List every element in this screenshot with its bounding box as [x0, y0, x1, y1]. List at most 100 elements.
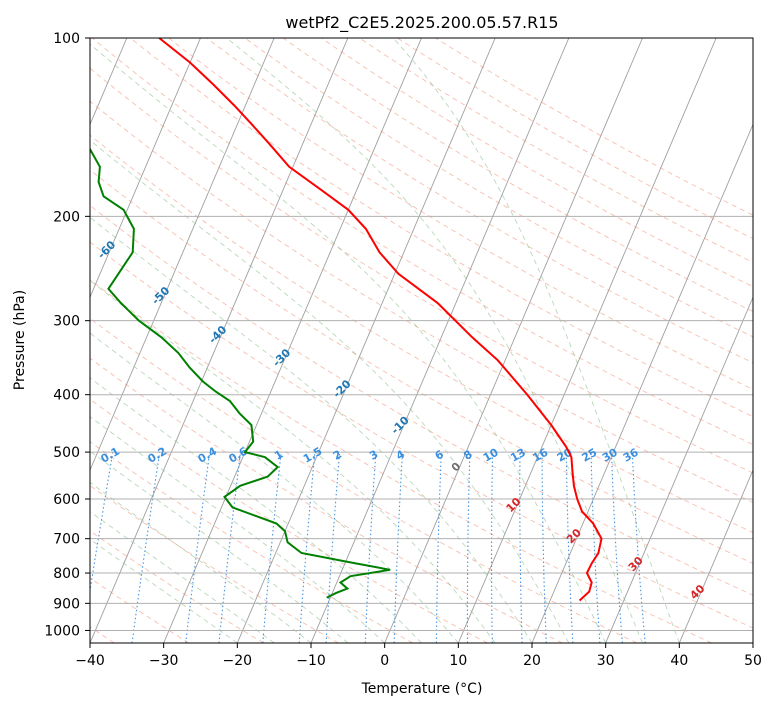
isotherm-label: -30	[270, 346, 293, 369]
x-tick-label: 0	[380, 653, 389, 669]
mixing-ratio-line	[90, 452, 114, 595]
moist-adiabat-line	[90, 139, 570, 643]
moist-adiabat-line	[90, 279, 496, 643]
y-tick-label: 200	[53, 209, 80, 225]
mixing-ratio-label: 36	[621, 446, 641, 465]
y-tick-label: 500	[53, 445, 80, 461]
x-tick-label: 20	[523, 653, 541, 669]
background-lines	[90, 38, 753, 643]
y-tick-label: 400	[53, 388, 80, 404]
moist-adiabat-line	[90, 511, 275, 643]
x-tick-label: −10	[296, 653, 326, 669]
y-tick-label: 800	[53, 566, 80, 582]
dry-adiabat-line	[90, 67, 753, 474]
mixing-ratio-line	[519, 452, 523, 643]
y-tick-label: 1000	[44, 623, 80, 639]
temperature-line	[158, 38, 603, 602]
isotherm-label: 40	[687, 582, 707, 602]
overlay-labels: -100-90-80-70-60-50-40-30-20-10010203040…	[0, 153, 708, 602]
dry-adiabat-line	[206, 38, 753, 364]
y-axis-ticks: 100 200 300 400 500 600 700 800 900 1000	[44, 31, 90, 639]
y-axis-label: Pressure (hPa)	[12, 290, 28, 390]
dry-adiabat-line	[92, 38, 753, 446]
x-tick-label: 50	[744, 653, 762, 669]
dry-adiabat-line	[435, 38, 753, 216]
isotherm-label: -50	[149, 284, 172, 307]
dry-adiabat-line	[90, 204, 753, 596]
dewpoint-line	[90, 147, 391, 599]
isotherm-label: -20	[330, 377, 353, 400]
dry-adiabat-line	[90, 441, 414, 643]
mixing-ratio-label: 25	[579, 446, 599, 465]
dry-adiabat-line	[90, 577, 190, 643]
x-tick-label: −20	[223, 653, 253, 669]
x-tick-label: 40	[670, 653, 688, 669]
isotherm-label: 10	[504, 495, 524, 515]
moist-adiabat-line	[90, 481, 312, 643]
dry-adiabat-line	[90, 530, 264, 643]
mixing-ratio-label: 1	[272, 448, 285, 463]
isotherm-line	[678, 468, 753, 643]
dry-adiabat-line	[90, 169, 753, 564]
moist-adiabat-line	[226, 38, 643, 643]
mixing-ratio-label: 16	[530, 446, 550, 465]
dry-adiabat-line	[359, 38, 753, 263]
dry-adiabat-line	[90, 357, 563, 643]
moist-adiabat-line	[90, 377, 422, 643]
moist-adiabat-line	[90, 538, 238, 643]
y-tick-label: 100	[53, 31, 80, 47]
moist-adiabat-line	[90, 416, 385, 643]
dry-adiabat-line	[282, 38, 753, 312]
isotherm-label: -40	[206, 323, 229, 346]
mixing-ratio-line	[631, 452, 646, 643]
dry-adiabat-line	[244, 38, 753, 338]
moist-adiabat-line	[392, 38, 680, 643]
mixing-ratio-label: 8	[461, 448, 474, 463]
x-axis-label: Temperature (°C)	[361, 681, 483, 697]
mixing-ratio-line	[364, 452, 377, 643]
mixing-ratio-label: 0.4	[196, 444, 220, 465]
y-tick-label: 300	[53, 314, 80, 330]
mixing-ratio-label: 4	[394, 447, 407, 462]
mixing-ratio-label: 30	[600, 446, 620, 465]
mixing-ratio-label: 3	[367, 448, 380, 463]
chart-title: wetPf2_C2E5.2025.200.05.57.R15	[285, 13, 558, 33]
isotherm-line	[384, 38, 643, 643]
isotherm-line	[752, 641, 753, 643]
mixing-ratio-label: 0.2	[146, 445, 169, 466]
x-tick-label: −40	[75, 653, 105, 669]
isotherm-label: 20	[564, 526, 584, 546]
dry-adiabat-line	[90, 241, 753, 629]
dry-adiabat-line	[90, 484, 339, 643]
dry-adiabat-line	[90, 317, 638, 643]
mixing-ratio-line	[131, 452, 161, 643]
mixing-ratio-line	[298, 452, 316, 643]
mixing-ratio-line	[185, 452, 211, 643]
x-tick-label: 10	[449, 653, 467, 669]
moist-adiabat-line	[90, 216, 533, 643]
isotherm-line	[531, 123, 753, 643]
dry-adiabat-line	[168, 38, 753, 390]
mixing-ratio-line	[490, 452, 494, 643]
mixing-ratio-label: 13	[508, 446, 528, 465]
isotherm-label: -80	[0, 153, 8, 176]
y-tick-label: 700	[53, 532, 80, 548]
pressure-grid	[90, 38, 753, 631]
dry-adiabat-line	[90, 134, 753, 533]
isotherm-line	[90, 38, 275, 472]
mixing-ratio-line	[435, 452, 442, 643]
y-tick-label: 600	[53, 492, 80, 508]
sounding-series	[90, 38, 603, 602]
mixing-ratio-label: 0.1	[99, 445, 122, 466]
isotherm-label: -10	[389, 413, 412, 436]
dry-adiabat-line	[90, 279, 712, 643]
y-tick-label: 900	[53, 596, 80, 612]
mixing-ratio-label: 6	[433, 447, 446, 462]
x-tick-label: −30	[149, 653, 179, 669]
isotherm-line	[90, 38, 201, 299]
isotherm-line	[236, 38, 496, 643]
x-tick-label: 30	[597, 653, 615, 669]
mixing-ratio-line	[218, 452, 242, 643]
dry-adiabat-line	[90, 398, 488, 643]
